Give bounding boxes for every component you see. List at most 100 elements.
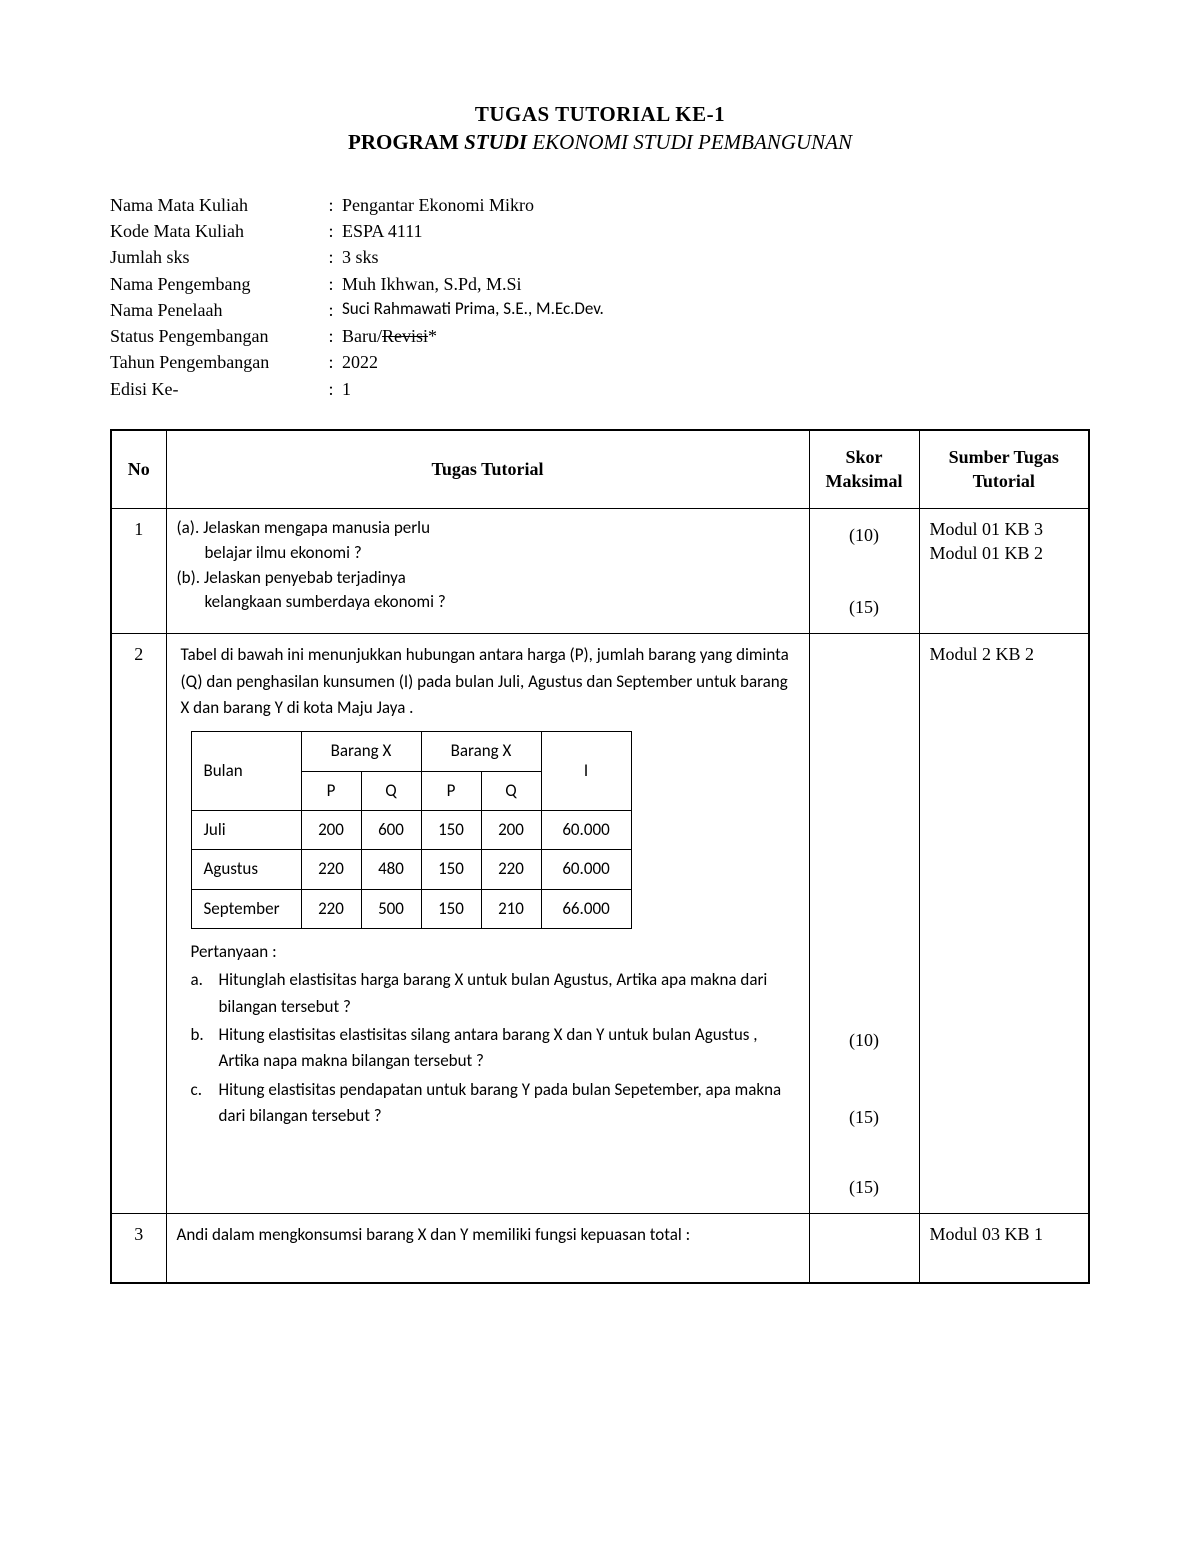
meta-colon: : [320, 245, 342, 269]
meta-row: Nama Mata Kuliah : Pengantar Ekonomi Mik… [110, 193, 1090, 217]
title-line-1: TUGAS TUTORIAL KE-1 [110, 100, 1090, 128]
q3-text: Andi dalam mengkonsumsi barang X dan Y m… [177, 1224, 691, 1245]
q2b-text: Hitung elastisitas elastisitas silang an… [219, 1024, 758, 1071]
ic: 220 [301, 850, 361, 889]
sumber-3: Modul 03 KB 1 [930, 1222, 1079, 1246]
table-row: 2 Tabel di bawah ini menunjukkan hubunga… [111, 634, 1089, 1214]
q2a: a.Hitunglah elastisitas harga barang X u… [191, 967, 795, 1020]
meta-row: Tahun Pengembangan : 2022 [110, 350, 1090, 374]
th-tugas: Tugas Tutorial [166, 430, 809, 508]
skor-2a: (10) [820, 1028, 909, 1052]
meta-colon: : [320, 298, 342, 322]
status-strike: Revisi [382, 326, 428, 346]
tugas-table: No Tugas Tutorial Skor Maksimal Sumber T… [110, 429, 1090, 1284]
meta-label: Edisi Ke- [110, 377, 320, 401]
meta-label: Tahun Pengembangan [110, 350, 320, 374]
skor-2b: (15) [820, 1105, 909, 1129]
ih-barang-y: Barang X [421, 732, 541, 771]
title2-bold: PROGRAM [348, 130, 464, 154]
ic: 150 [421, 850, 481, 889]
meta-colon: : [320, 193, 342, 217]
inner-header-1: Bulan Barang X Barang X I [191, 732, 631, 771]
sumber-2: Modul 2 KB 2 [930, 642, 1079, 666]
table-row: 3 Andi dalam mengkonsumsi barang X dan Y… [111, 1214, 1089, 1284]
title2-bolditalic: STUDI [464, 130, 527, 154]
meta-value: Suci Rahmawati Prima, S.E., M.Ec.Dev. [342, 298, 1090, 322]
meta-label: Status Pengembangan [110, 324, 320, 348]
ic: 600 [361, 810, 421, 849]
meta-colon: : [320, 219, 342, 243]
ih-i: I [541, 732, 631, 811]
meta-colon: : [320, 324, 342, 348]
meta-value: 1 [342, 377, 1090, 401]
inner-row: September 220 500 150 210 66.000 [191, 889, 631, 928]
course-meta: Nama Mata Kuliah : Pengantar Ekonomi Mik… [110, 193, 1090, 401]
meta-label: Nama Pengembang [110, 272, 320, 296]
meta-label: Nama Penelaah [110, 298, 320, 322]
table-row: 1 (a). Jelaskan mengapa manusia perlu be… [111, 508, 1089, 634]
th-sumber: Sumber Tugas Tutorial [919, 430, 1089, 508]
meta-label: Nama Mata Kuliah [110, 193, 320, 217]
ic: 210 [481, 889, 541, 928]
cell-skor [809, 1214, 919, 1284]
meta-label: Kode Mata Kuliah [110, 219, 320, 243]
table-header-row: No Tugas Tutorial Skor Maksimal Sumber T… [111, 430, 1089, 508]
meta-row: Nama Pengembang : Muh Ikhwan, S.Pd, M.Si [110, 272, 1090, 296]
skor-2c: (15) [820, 1175, 909, 1199]
q1b-line2: kelangkaan sumberdaya ekonomi ? [177, 591, 799, 614]
meta-value: 2022 [342, 350, 1090, 374]
ic: 480 [361, 850, 421, 889]
ic: 150 [421, 810, 481, 849]
ic: 500 [361, 889, 421, 928]
title2-italic: EKONOMI STUDI PEMBANGUNAN [527, 130, 852, 154]
cell-sumber: Modul 01 KB 3 Modul 01 KB 2 [919, 508, 1089, 634]
inner-row: Agustus 220 480 150 220 60.000 [191, 850, 631, 889]
ic: 220 [481, 850, 541, 889]
ih-yp: P [421, 771, 481, 810]
meta-row: Edisi Ke- : 1 [110, 377, 1090, 401]
sumber-1a: Modul 01 KB 3 [930, 517, 1079, 541]
ih-xp: P [301, 771, 361, 810]
inner-row: Juli 200 600 150 200 60.000 [191, 810, 631, 849]
cell-tugas: Andi dalam mengkonsumsi barang X dan Y m… [166, 1214, 809, 1284]
cell-sumber: Modul 03 KB 1 [919, 1214, 1089, 1284]
meta-row: Status Pengembangan : Baru/Revisi* [110, 324, 1090, 348]
meta-value: Pengantar Ekonomi Mikro [342, 193, 1090, 217]
q2c: c.Hitung elastisitas pendapatan untuk ba… [191, 1077, 795, 1130]
meta-colon: : [320, 377, 342, 401]
meta-colon: : [320, 350, 342, 374]
cell-no: 2 [111, 634, 166, 1214]
meta-value: Muh Ikhwan, S.Pd, M.Si [342, 272, 1090, 296]
ih-bulan: Bulan [191, 732, 301, 811]
ic: 66.000 [541, 889, 631, 928]
ih-barang-x: Barang X [301, 732, 421, 771]
status-pre: Baru/ [342, 326, 382, 346]
ic: 60.000 [541, 850, 631, 889]
q1b-line1: (b). Jelaskan penyebab terjadinya [177, 567, 799, 590]
title-line-2: PROGRAM STUDI EKONOMI STUDI PEMBANGUNAN [110, 128, 1090, 156]
ic-bulan: September [191, 889, 301, 928]
cell-no: 1 [111, 508, 166, 634]
meta-row: Nama Penelaah : Suci Rahmawati Prima, S.… [110, 298, 1090, 322]
cell-skor: (10) (15) [809, 508, 919, 634]
ic: 60.000 [541, 810, 631, 849]
q2-intro: Tabel di bawah ini menunjukkan hubungan … [181, 642, 795, 721]
title-block: TUGAS TUTORIAL KE-1 PROGRAM STUDI EKONOM… [110, 100, 1090, 157]
cell-no: 3 [111, 1214, 166, 1284]
ih-xq: Q [361, 771, 421, 810]
th-no: No [111, 430, 166, 508]
meta-label: Jumlah sks [110, 245, 320, 269]
ic: 200 [301, 810, 361, 849]
meta-row: Jumlah sks : 3 sks [110, 245, 1090, 269]
cell-tugas: (a). Jelaskan mengapa manusia perlu bela… [166, 508, 809, 634]
ic-bulan: Agustus [191, 850, 301, 889]
cell-sumber: Modul 2 KB 2 [919, 634, 1089, 1214]
meta-row: Kode Mata Kuliah : ESPA 4111 [110, 219, 1090, 243]
meta-colon: : [320, 272, 342, 296]
cell-skor: (10) (15) (15) [809, 634, 919, 1214]
ic: 150 [421, 889, 481, 928]
pertanyaan-label: Pertanyaan : [191, 939, 795, 965]
cell-tugas: Tabel di bawah ini menunjukkan hubungan … [166, 634, 809, 1214]
skor-1b: (15) [820, 595, 909, 619]
inner-table: Bulan Barang X Barang X I P Q P Q Ju [191, 731, 632, 929]
